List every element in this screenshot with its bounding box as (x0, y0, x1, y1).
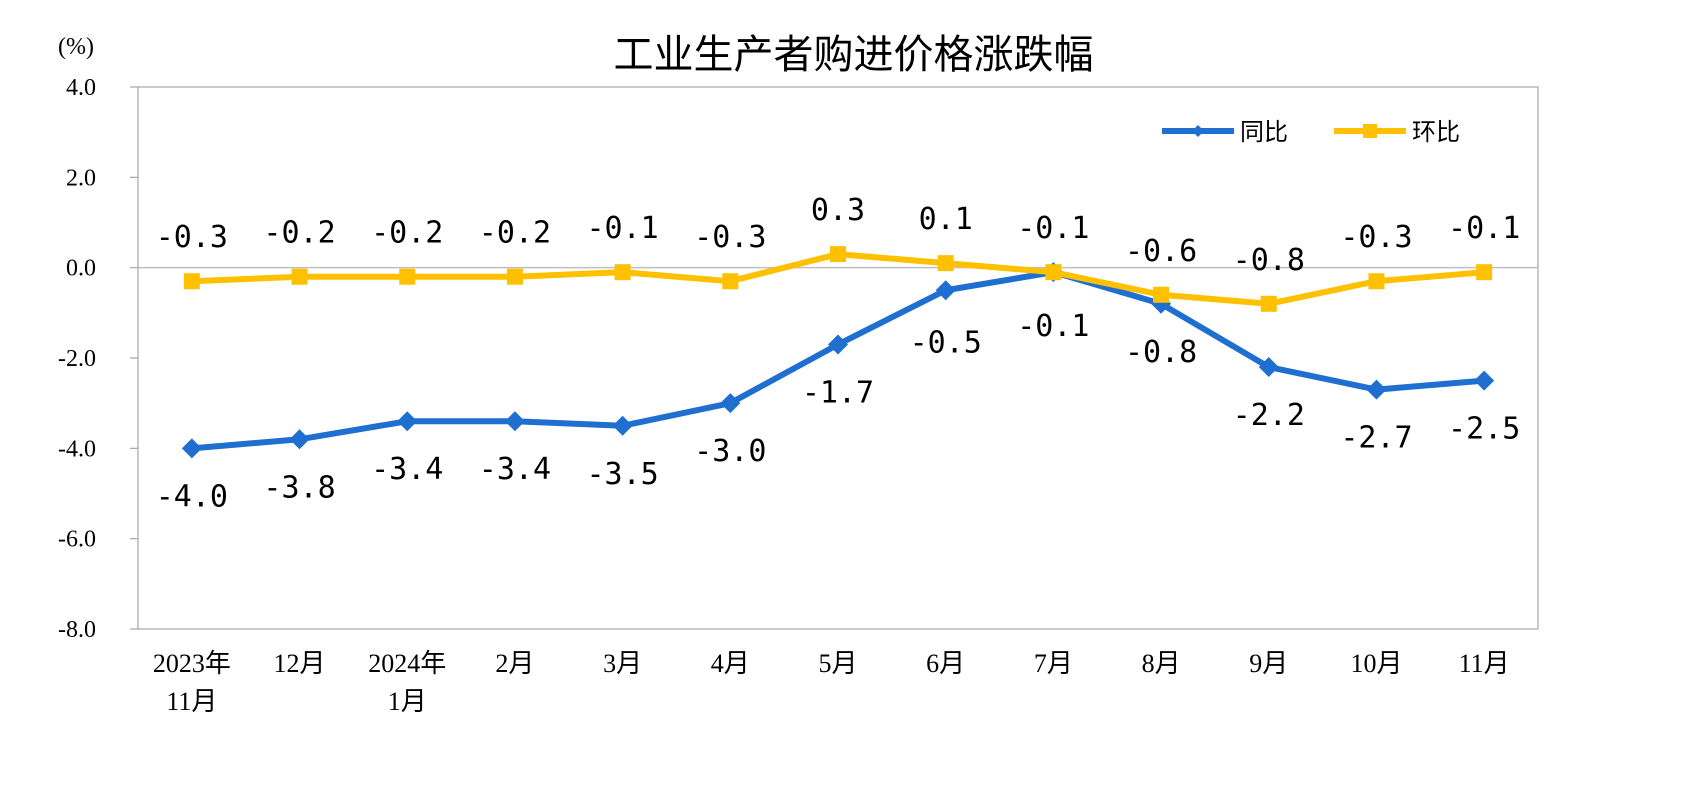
x-tick-label: 2023年 11月 (153, 649, 231, 716)
data-point-yoy (1258, 357, 1279, 378)
y-tick-label: -8.0 (58, 617, 96, 643)
x-tick-label: 9月 (1249, 649, 1288, 678)
data-label-mom: -0.2 (479, 216, 551, 251)
data-label-yoy: -3.8 (263, 470, 335, 505)
data-label-yoy: -2.2 (1233, 398, 1305, 433)
x-tick-label: 3月 (603, 649, 642, 678)
data-point-yoy (1366, 379, 1387, 400)
data-label-mom: -0.8 (1233, 243, 1305, 278)
legend-label: 同比 (1240, 118, 1288, 146)
data-label-mom: 0.1 (919, 202, 973, 237)
data-label-mom: -0.6 (1125, 234, 1197, 269)
x-tick-label: 2月 (495, 649, 534, 678)
x-tick-label: 6月 (926, 649, 965, 678)
data-point-yoy (181, 438, 202, 459)
data-point-mom (183, 273, 200, 290)
plot-frame (137, 86, 1539, 630)
x-tick-label: 7月 (1034, 649, 1073, 678)
data-point-mom (399, 268, 416, 285)
data-label-yoy: -2.5 (1448, 412, 1520, 447)
legend-marker-square (1363, 124, 1377, 138)
x-tick-label: 10月 (1350, 649, 1402, 678)
data-label-mom: -0.1 (586, 211, 658, 246)
y-unit-label: (%) (58, 34, 94, 60)
data-point-mom (937, 255, 954, 272)
data-point-yoy (397, 411, 418, 432)
data-label-mom: -0.1 (1448, 211, 1520, 246)
data-label-yoy: -0.5 (910, 325, 982, 360)
x-tick-label: 11月 (1459, 649, 1510, 678)
data-point-mom (506, 268, 523, 285)
y-tick-label: -4.0 (58, 436, 96, 462)
data-point-mom (722, 273, 739, 290)
data-point-mom (1368, 273, 1385, 290)
x-tick-label: 12月 (274, 649, 326, 678)
x-tick-label: 2024年 1月 (368, 649, 446, 716)
chart-title: 工业生产者购进价格涨跌幅 (613, 32, 1094, 78)
data-label-yoy: -3.0 (694, 434, 766, 469)
data-label-yoy: -1.7 (802, 375, 874, 410)
data-label-yoy: -0.8 (1125, 335, 1197, 370)
data-point-yoy (828, 334, 848, 355)
data-point-yoy (720, 393, 741, 414)
data-point-mom (291, 268, 308, 285)
data-point-mom (830, 246, 846, 263)
data-label-mom: 0.3 (811, 193, 865, 228)
data-point-yoy (289, 429, 310, 450)
y-tick-label: -2.0 (58, 346, 96, 372)
data-point-mom (1045, 264, 1062, 281)
data-label-yoy: -3.4 (479, 452, 551, 487)
data-point-mom (1153, 286, 1170, 303)
data-point-yoy (612, 415, 633, 436)
data-label-yoy: -3.5 (586, 457, 658, 492)
y-tick-label: 2.0 (66, 165, 96, 191)
legend-marker-diamond (1192, 125, 1204, 137)
data-label-yoy: -3.4 (371, 452, 443, 487)
y-tick-label: 4.0 (66, 75, 96, 101)
y-tick-label: -6.0 (58, 527, 96, 553)
x-tick-label: 4月 (711, 649, 750, 678)
data-label-mom: -0.3 (694, 220, 766, 255)
data-label-yoy: -2.7 (1340, 421, 1412, 456)
data-label-mom: -0.2 (263, 216, 335, 251)
data-label-mom: -0.1 (1017, 211, 1089, 246)
data-point-yoy (935, 280, 956, 301)
data-point-yoy (504, 411, 525, 432)
y-tick-label: 0.0 (66, 256, 96, 282)
data-label-yoy: -0.1 (1017, 309, 1089, 344)
x-tick-label: 8月 (1142, 649, 1181, 678)
data-point-yoy (1474, 370, 1495, 391)
x-tick-label: 5月 (818, 649, 857, 678)
data-label-mom: -0.2 (371, 216, 443, 251)
data-point-mom (1260, 295, 1277, 312)
data-label-mom: -0.3 (156, 220, 228, 255)
data-label-mom: -0.3 (1340, 220, 1412, 255)
data-point-mom (614, 264, 631, 281)
data-label-yoy: -4.0 (156, 479, 228, 514)
data-point-mom (1476, 264, 1493, 281)
legend-label: 环比 (1412, 118, 1460, 146)
